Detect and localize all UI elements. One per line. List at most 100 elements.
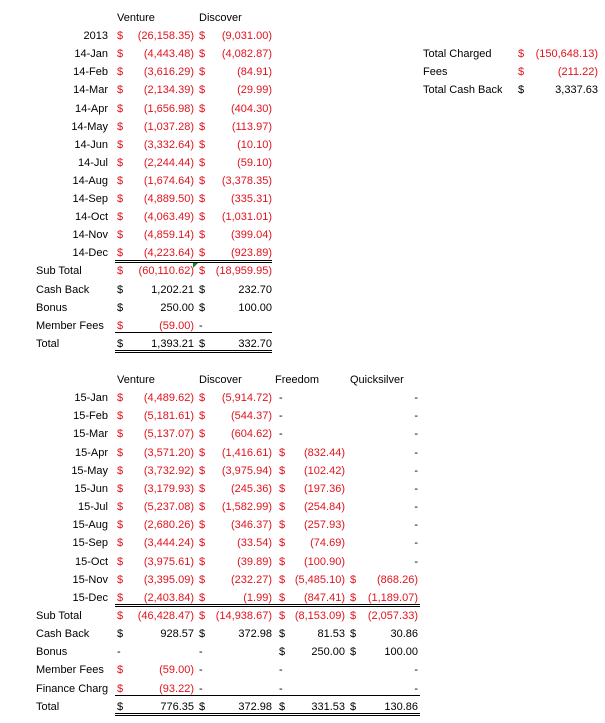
amount-cell[interactable]: $ (604.62) (199, 425, 272, 443)
amount-cell[interactable]: - (350, 462, 418, 480)
amount-cell[interactable]: $ (4,859.14) (117, 226, 194, 244)
amount-cell[interactable]: $ (59.10) (199, 154, 272, 172)
amount-cell[interactable]: $ (3,179.93) (117, 480, 194, 498)
summary-amount[interactable]: $ (150,648.13) (518, 45, 598, 63)
amount-cell[interactable]: $ (399.04) (199, 226, 272, 244)
amount-cell[interactable]: $ (923.89) (199, 244, 272, 262)
summary-amount[interactable]: $ (211.22) (518, 63, 598, 81)
amount-cell[interactable]: - (350, 516, 418, 534)
amount-cell[interactable]: $ (74.69) (279, 534, 345, 552)
amount-cell[interactable]: - (279, 389, 345, 407)
amount-cell[interactable]: $232.70 (199, 281, 272, 299)
amount-cell[interactable]: $ (847.41) (279, 589, 345, 607)
summary-amount[interactable]: $3,337.63 (518, 81, 598, 99)
amount-cell[interactable]: $ (1,674.64) (117, 172, 194, 190)
amount-cell[interactable]: $ (197.36) (279, 480, 345, 498)
amount-cell[interactable]: - (279, 425, 345, 443)
amount-cell[interactable]: $30.86 (350, 625, 418, 643)
amount-cell[interactable]: $ (3,616.29) (117, 63, 194, 81)
amount-cell[interactable]: $ (14,938.67) (199, 607, 272, 625)
amount-cell[interactable]: - (199, 317, 272, 335)
amount-cell[interactable]: $100.00 (350, 643, 418, 661)
amount-cell[interactable]: - (350, 480, 418, 498)
amount-cell[interactable]: $ (3,732.92) (117, 462, 194, 480)
amount-cell[interactable]: $ (544.37) (199, 407, 272, 425)
amount-cell[interactable]: $250.00 (117, 299, 194, 317)
amount-cell[interactable]: - (350, 534, 418, 552)
amount-cell[interactable]: - (350, 389, 418, 407)
amount-cell[interactable]: $81.53 (279, 625, 345, 643)
amount-cell[interactable]: $ (1,189.07) (350, 589, 418, 607)
amount-cell[interactable]: - (279, 407, 345, 425)
amount-cell[interactable]: $ (5,181.61) (117, 407, 194, 425)
amount-cell[interactable]: $ (254.84) (279, 498, 345, 516)
amount-cell[interactable]: - (279, 680, 345, 698)
amount-cell[interactable]: $130.86 (350, 698, 418, 716)
amount-cell[interactable]: $ (60,110.62) (117, 262, 194, 280)
amount-cell[interactable]: $372.98 (199, 698, 272, 716)
amount-cell[interactable]: $ (3,975.61) (117, 553, 194, 571)
amount-cell[interactable]: $ (9,031.00) (199, 27, 272, 45)
amount-cell[interactable]: $1,393.21 (117, 335, 194, 353)
amount-cell[interactable]: $ (4,889.50) (117, 190, 194, 208)
amount-cell[interactable]: $ (5,914.72) (199, 389, 272, 407)
amount-cell[interactable]: $928.57 (117, 625, 194, 643)
amount-cell[interactable]: $ (2,403.84) (117, 589, 194, 607)
amount-cell[interactable]: - (350, 407, 418, 425)
amount-cell[interactable]: $ (5,237.08) (117, 498, 194, 516)
amount-cell[interactable]: $ (100.90) (279, 553, 345, 571)
amount-cell[interactable]: $ (10.10) (199, 136, 272, 154)
amount-cell[interactable]: $ (2,680.26) (117, 516, 194, 534)
amount-cell[interactable]: $ (4,082.87) (199, 45, 272, 63)
amount-cell[interactable]: $372.98 (199, 625, 272, 643)
amount-cell[interactable]: $ (1.99) (199, 589, 272, 607)
amount-cell[interactable]: $ (18,959.95) (199, 262, 272, 280)
amount-cell[interactable]: $250.00 (279, 643, 345, 661)
amount-cell[interactable]: $ (335.31) (199, 190, 272, 208)
amount-cell[interactable]: $ (232.27) (199, 571, 272, 589)
amount-cell[interactable]: $ (868.26) (350, 571, 418, 589)
amount-cell[interactable]: - (279, 661, 345, 679)
amount-cell[interactable]: $ (3,378.35) (199, 172, 272, 190)
amount-cell[interactable]: $100.00 (199, 299, 272, 317)
amount-cell[interactable]: $ (84.91) (199, 63, 272, 81)
amount-cell[interactable]: $ (59.00) (117, 661, 194, 679)
amount-cell[interactable]: $ (5,485.10) (279, 571, 345, 589)
amount-cell[interactable]: $ (4,223.64) (117, 244, 194, 262)
amount-cell[interactable]: $ (102.42) (279, 462, 345, 480)
amount-cell[interactable]: $ (346.37) (199, 516, 272, 534)
amount-cell[interactable]: $ (1,037.28) (117, 118, 194, 136)
amount-cell[interactable]: $1,202.21 (117, 281, 194, 299)
amount-cell[interactable]: $ (93.22) (117, 680, 194, 698)
amount-cell[interactable]: $ (1,656.98) (117, 100, 194, 118)
amount-cell[interactable]: $332.70 (199, 335, 272, 353)
amount-cell[interactable]: $ (1,416.61) (199, 444, 272, 462)
amount-cell[interactable]: $ (5,137.07) (117, 425, 194, 443)
amount-cell[interactable]: $ (3,975.94) (199, 462, 272, 480)
amount-cell[interactable]: - (350, 444, 418, 462)
amount-cell[interactable]: $ (8,153.09) (279, 607, 345, 625)
amount-cell[interactable]: $ (404.30) (199, 100, 272, 118)
amount-cell[interactable]: - (350, 680, 418, 698)
amount-cell[interactable]: $ (46,428.47) (117, 607, 194, 625)
amount-cell[interactable]: - (350, 425, 418, 443)
amount-cell[interactable]: - (199, 643, 272, 661)
amount-cell[interactable]: $ (2,134.39) (117, 81, 194, 99)
amount-cell[interactable]: $ (1,031.01) (199, 208, 272, 226)
amount-cell[interactable]: $ (2,057.33) (350, 607, 418, 625)
amount-cell[interactable]: - (350, 498, 418, 516)
amount-cell[interactable]: $ (3,395.09) (117, 571, 194, 589)
amount-cell[interactable]: $ (2,244.44) (117, 154, 194, 172)
amount-cell[interactable]: $ (4,489.62) (117, 389, 194, 407)
amount-cell[interactable]: $ (3,332.64) (117, 136, 194, 154)
amount-cell[interactable]: $ (1,582.99) (199, 498, 272, 516)
amount-cell[interactable]: $ (59.00) (117, 317, 194, 335)
amount-cell[interactable]: - (199, 680, 272, 698)
amount-cell[interactable]: - (350, 553, 418, 571)
amount-cell[interactable]: $ (3,444.24) (117, 534, 194, 552)
amount-cell[interactable]: $ (29.99) (199, 81, 272, 99)
amount-cell[interactable]: - (350, 661, 418, 679)
amount-cell[interactable]: $ (113.97) (199, 118, 272, 136)
amount-cell[interactable]: $ (4,443.48) (117, 45, 194, 63)
amount-cell[interactable]: - (199, 661, 272, 679)
